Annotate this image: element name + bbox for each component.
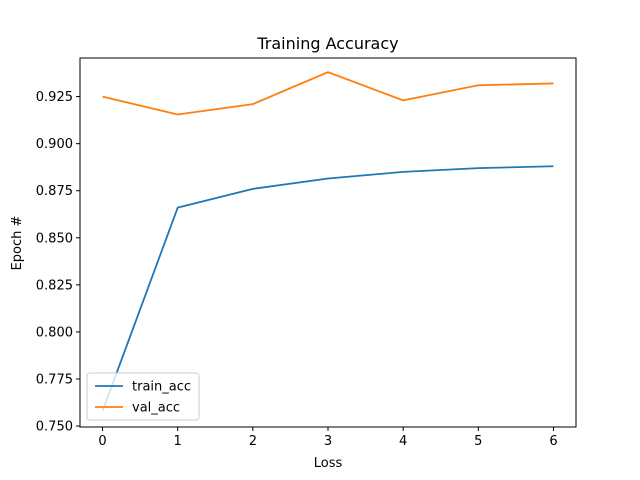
x-tick-label: 1 — [174, 434, 182, 449]
y-tick-label: 0.800 — [36, 325, 73, 340]
x-tick-label: 3 — [324, 434, 332, 449]
plot-area: 0 1 2 3 4 5 6 0.750 0.775 0.800 0.825 0.850 0.875 0.9… — [36, 57, 577, 449]
y-tick-label: 0.900 — [36, 137, 73, 152]
y-tick-label: 0.825 — [36, 278, 73, 293]
y-tick-label: 0.775 — [36, 372, 73, 387]
legend-box — [86, 372, 200, 421]
y-axis-label: Epoch # — [10, 216, 25, 271]
x-tick-label: 4 — [399, 434, 407, 449]
series-line-val_acc — [102, 71, 554, 116]
x-tick-label: 0 — [98, 434, 106, 449]
x-tick-label: 6 — [549, 434, 557, 449]
y-tick-label: 0.850 — [36, 231, 73, 246]
chart-title: Training Accuracy — [256, 34, 398, 53]
x-tick-label: 2 — [249, 434, 257, 449]
legend-label-train_acc: train_acc — [132, 380, 191, 395]
x-axis-label: Loss — [314, 456, 343, 471]
x-tick-label: 5 — [474, 434, 482, 449]
y-tick-label: 0.875 — [36, 184, 73, 199]
legend-label-val_acc: val_acc — [132, 401, 180, 416]
series-line-train_acc — [101, 165, 554, 412]
y-tick-label: 0.750 — [36, 420, 73, 435]
y-tick-label: 0.925 — [36, 90, 73, 105]
